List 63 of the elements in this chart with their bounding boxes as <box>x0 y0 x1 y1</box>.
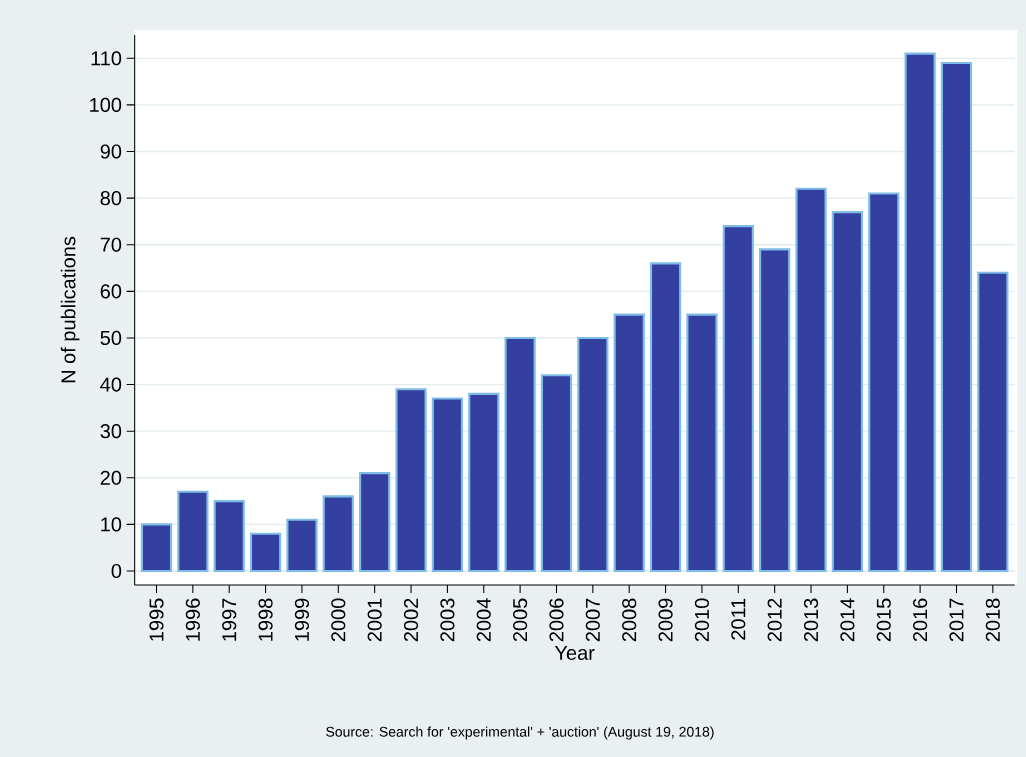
x-tick-label: 2016 <box>913 598 928 642</box>
x-axis-title: Year <box>554 646 595 660</box>
x-tick-label: 2000 <box>331 598 346 642</box>
x-tick-label: 1999 <box>294 598 310 641</box>
y-tick-label: 40 <box>100 377 122 392</box>
bar <box>177 490 209 573</box>
x-tick-label: 2008 <box>622 598 637 642</box>
bar <box>649 262 682 573</box>
bar <box>577 336 609 573</box>
x-tick-label: 2015 <box>876 598 891 642</box>
x-tick-label: 2017 <box>949 598 964 642</box>
bar <box>613 313 645 573</box>
y-tick-label: 30 <box>100 424 122 439</box>
x-tick-label: 1996 <box>185 598 200 641</box>
bar <box>795 187 827 573</box>
bar <box>468 392 500 573</box>
bar <box>904 52 936 573</box>
bar <box>359 472 391 573</box>
y-tick-label: 60 <box>100 284 122 299</box>
bar <box>977 271 1009 573</box>
bar <box>395 388 427 573</box>
y-tick-label: 50 <box>100 330 122 346</box>
y-tick-label: 100 <box>90 97 122 112</box>
source-note: Source: Search for 'experimental' + 'auction' (August 19, 2018) <box>326 726 714 740</box>
x-tick-label: 2012 <box>767 598 782 642</box>
bar <box>940 61 973 573</box>
x-tick-label: 2013 <box>803 598 819 642</box>
x-tick-label: 2007 <box>585 598 600 642</box>
x-tick-label: 2005 <box>513 598 528 642</box>
bar <box>831 211 864 573</box>
bar <box>868 192 900 573</box>
bar <box>686 313 718 573</box>
y-tick-label: 70 <box>100 237 122 252</box>
x-tick-label: 2006 <box>549 598 564 642</box>
bar <box>504 336 536 573</box>
bar <box>213 500 245 573</box>
x-tick-label: 2014 <box>840 598 855 642</box>
x-tick-label: 2011 <box>731 598 746 640</box>
y-tick-label: 80 <box>100 191 122 206</box>
y-tick-label: 0 <box>111 563 122 579</box>
y-tick-label: 110 <box>91 51 122 66</box>
y-axis-title: N of publications <box>60 236 80 383</box>
x-tick-label: 1997 <box>222 598 237 641</box>
x-tick-label: 2002 <box>403 598 419 642</box>
bar <box>540 374 573 573</box>
x-tick-label: 2010 <box>694 598 710 642</box>
bar <box>249 532 282 573</box>
y-tick-label: 10 <box>101 517 122 532</box>
bar <box>322 495 354 573</box>
x-tick-label: 2018 <box>985 598 1000 642</box>
x-tick-label: 1998 <box>258 598 273 641</box>
x-tick-label: 2003 <box>440 598 455 642</box>
x-tick-label: 2009 <box>658 598 673 642</box>
bar <box>759 248 791 573</box>
bar <box>140 523 173 573</box>
bar <box>431 397 464 573</box>
x-tick-label: 1995 <box>149 598 164 641</box>
bar <box>722 225 754 573</box>
y-tick-label: 20 <box>100 470 122 485</box>
x-tick-label: 2001 <box>367 598 382 642</box>
bar <box>286 518 318 573</box>
y-tick-label: 90 <box>100 144 122 159</box>
x-tick-label: 2004 <box>476 598 491 642</box>
